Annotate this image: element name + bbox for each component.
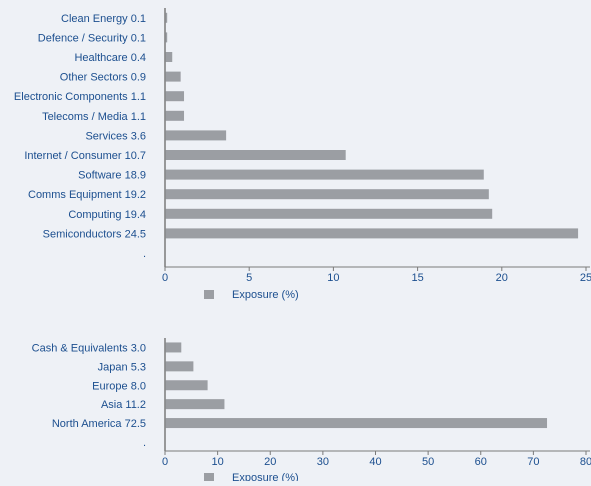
legend-label: Exposure (%) <box>232 289 299 301</box>
legend-label: Exposure (%) <box>232 472 299 481</box>
category-label: . <box>143 248 146 260</box>
bar <box>165 361 194 372</box>
category-label: Telecoms / Media 1.1 <box>42 111 146 123</box>
bar <box>165 130 227 141</box>
x-tick-label: 0 <box>162 272 168 284</box>
x-tick-label: 60 <box>475 456 487 468</box>
category-label: Semiconductors 24.5 <box>43 228 146 240</box>
x-tick-label: 30 <box>317 456 329 468</box>
bar <box>165 52 173 62</box>
category-label: Asia 11.2 <box>101 399 146 411</box>
bar <box>165 208 493 219</box>
bar <box>165 418 548 429</box>
bar <box>165 342 182 353</box>
x-tick-label: 25 <box>580 272 591 284</box>
category-label: Computing 19.4 <box>68 209 146 221</box>
x-tick-label: 10 <box>327 272 339 284</box>
category-label: Software 18.9 <box>78 170 146 182</box>
bar <box>165 91 185 102</box>
category-label: Comms Equipment 19.2 <box>28 189 146 201</box>
bar <box>165 71 181 82</box>
legend-swatch <box>204 473 214 482</box>
x-tick-label: 15 <box>411 272 423 284</box>
category-label: Internet / Consumer 10.7 <box>24 150 146 162</box>
bar <box>165 380 208 391</box>
category-label: Healthcare 0.4 <box>74 52 146 64</box>
x-tick-label: 20 <box>264 456 276 468</box>
bar <box>165 189 489 200</box>
bar <box>165 12 168 23</box>
x-tick-label: 10 <box>212 456 224 468</box>
x-tick-label: 20 <box>496 272 508 284</box>
category-label: Clean Energy 0.1 <box>61 13 146 25</box>
x-tick-label: 70 <box>527 456 539 468</box>
x-tick-label: 0 <box>162 456 168 468</box>
legend-swatch <box>204 290 214 299</box>
bar <box>165 228 579 239</box>
category-label: Japan 5.3 <box>98 361 146 373</box>
bar <box>165 399 225 410</box>
category-label: Services 3.6 <box>85 130 146 142</box>
category-label: Defence / Security 0.1 <box>38 32 146 44</box>
x-tick-label: 40 <box>369 456 381 468</box>
category-label: . <box>143 437 146 449</box>
category-label: Cash & Equivalents 3.0 <box>32 342 146 354</box>
x-tick-label: 5 <box>246 272 252 284</box>
category-label: Europe 8.0 <box>92 380 146 392</box>
x-tick-label: 50 <box>422 456 434 468</box>
bar <box>165 110 185 121</box>
category-label: North America 72.5 <box>52 418 146 430</box>
bar <box>165 150 346 160</box>
category-label: Electronic Components 1.1 <box>14 91 146 103</box>
x-tick-label: 80 <box>580 456 591 468</box>
bar <box>165 169 484 180</box>
bar <box>165 32 168 43</box>
category-label: Other Sectors 0.9 <box>60 72 146 84</box>
